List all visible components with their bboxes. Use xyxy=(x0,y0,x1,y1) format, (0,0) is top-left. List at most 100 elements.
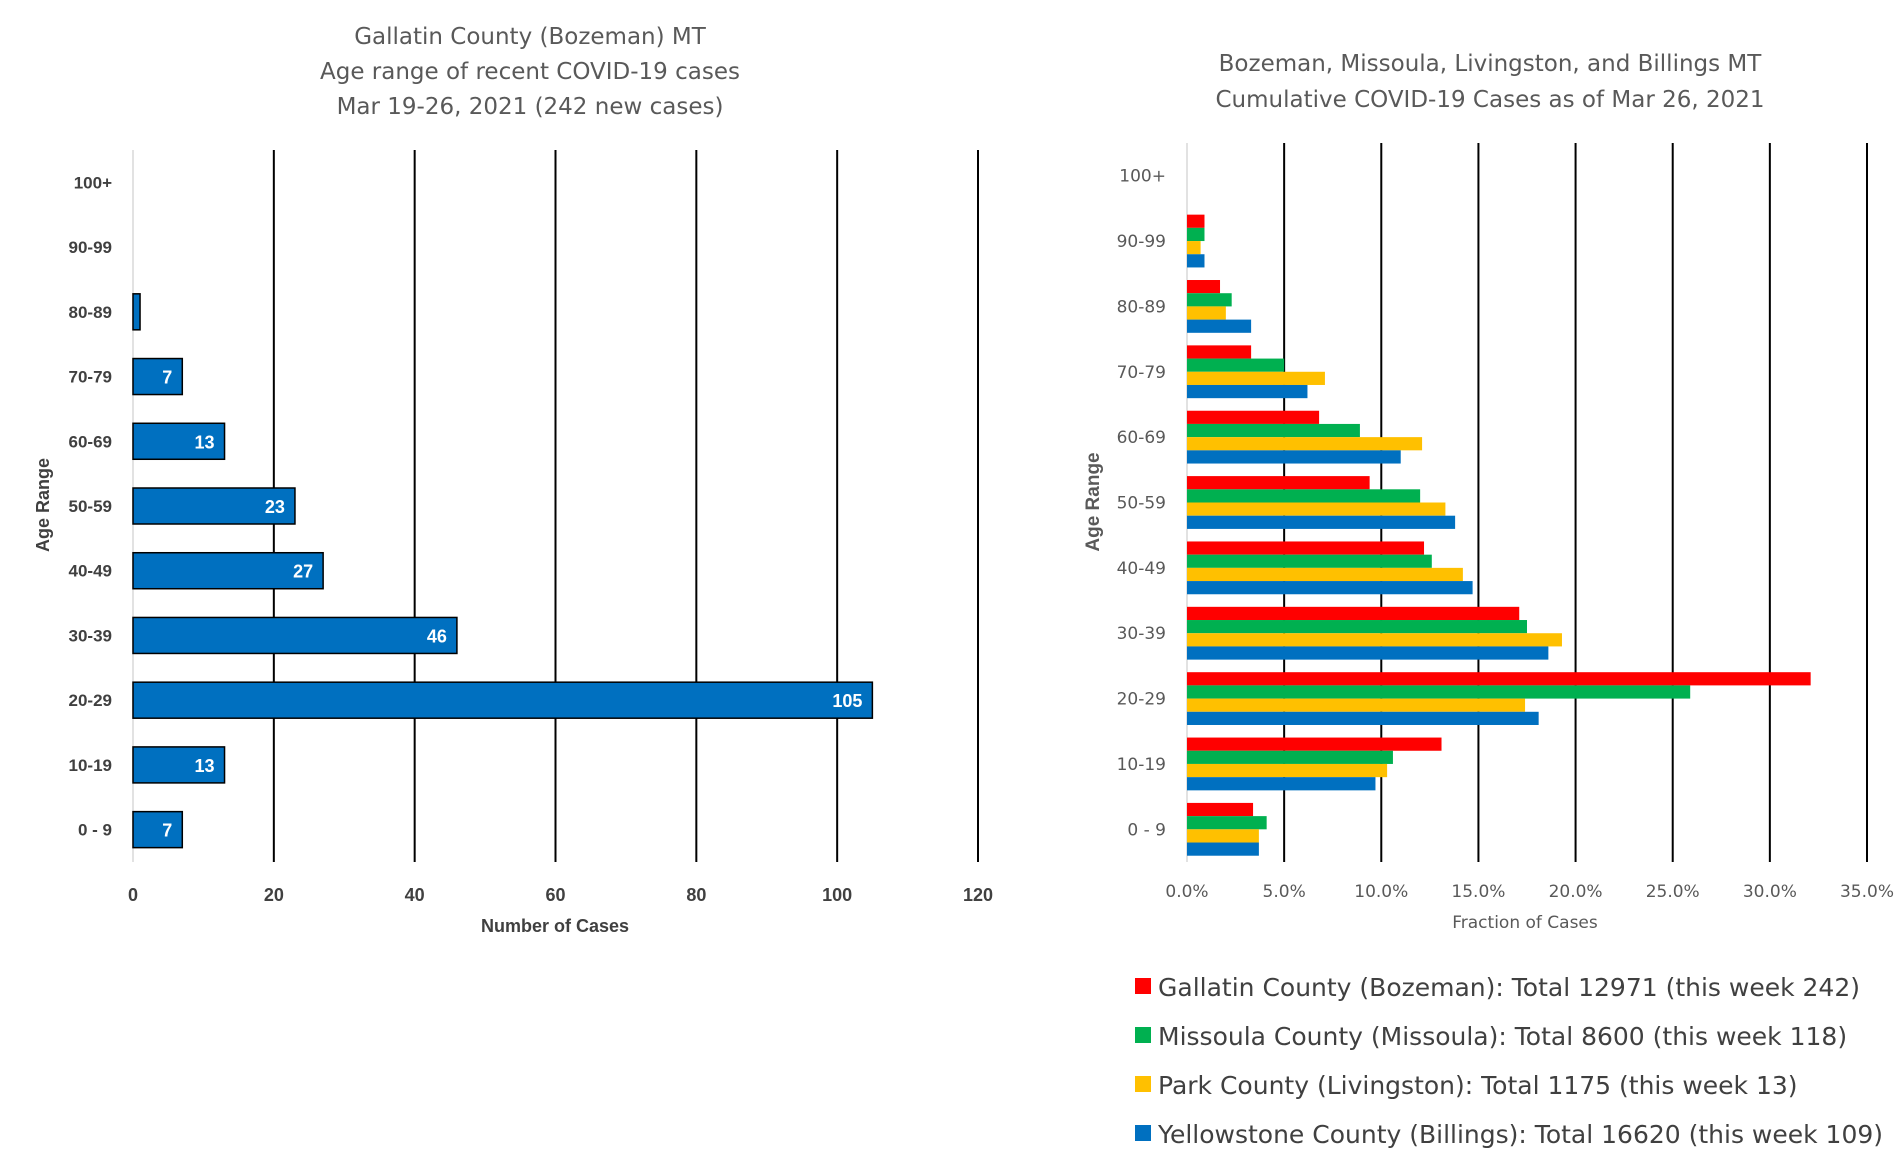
right-bar xyxy=(1187,319,1252,333)
right-bar xyxy=(1187,476,1370,490)
right-x-tick-label: 20.0% xyxy=(1549,882,1603,902)
right-bar xyxy=(1187,633,1562,647)
right-chart-title-line-2: Cumulative COVID-19 Cases as of Mar 26, … xyxy=(1215,87,1764,113)
right-bar xyxy=(1187,802,1254,817)
left-bar xyxy=(132,746,226,784)
right-category-label: 100+ xyxy=(1119,167,1166,187)
right-bar xyxy=(1187,423,1360,438)
right-x-axis-title: Fraction of Cases xyxy=(1452,913,1598,933)
legend-entry-label: Yellowstone County (Billings): Total 166… xyxy=(1157,1120,1883,1149)
right-bars xyxy=(1187,214,1811,856)
left-bar xyxy=(132,487,296,525)
left-x-tick-label: 120 xyxy=(963,885,993,905)
right-category-label: 50-59 xyxy=(1117,494,1166,514)
left-bar-data-label: 7 xyxy=(162,368,172,388)
right-bar xyxy=(1187,581,1473,595)
legend-swatch xyxy=(1135,1076,1151,1092)
right-category-label: 30-39 xyxy=(1117,624,1166,644)
right-bar xyxy=(1187,646,1549,660)
right-bar xyxy=(1187,763,1388,778)
right-category-label: 90-99 xyxy=(1117,232,1166,252)
left-category-labels: 100+ 90-99 80-89 70-79 60-69 50-59 40-49 30-39 2… xyxy=(69,173,113,839)
left-x-tick-label: 60 xyxy=(545,885,565,905)
right-bar xyxy=(1187,829,1259,843)
left-bar xyxy=(132,616,458,655)
left-tick-labels: 0 20 40 60 80 100 120 xyxy=(128,885,993,905)
right-bar xyxy=(1187,816,1267,830)
left-bar-data-label: 13 xyxy=(195,756,215,776)
right-bar xyxy=(1187,358,1285,372)
left-x-tick-label: 100 xyxy=(822,885,852,905)
left-x-tick-label: 0 xyxy=(128,885,138,905)
left-category-label: 60-69 xyxy=(69,432,112,451)
left-bar xyxy=(132,293,141,331)
left-bar-data-label: 7 xyxy=(162,821,172,841)
left-category-label: 100+ xyxy=(74,173,112,192)
right-bar xyxy=(1187,371,1325,385)
right-x-tick-label: 25.0% xyxy=(1646,882,1700,902)
right-bar xyxy=(1187,606,1520,621)
left-bar-data-label: 13 xyxy=(195,432,215,452)
right-x-tick-label: 10.0% xyxy=(1354,882,1408,902)
right-x-tick-label: 35.0% xyxy=(1840,882,1894,902)
left-category-label: 30-39 xyxy=(69,626,112,645)
right-bar xyxy=(1187,711,1539,725)
right-bar xyxy=(1187,450,1401,464)
right-bar xyxy=(1187,293,1232,307)
left-category-label: 70-79 xyxy=(69,368,112,387)
left-category-label: 50-59 xyxy=(69,497,112,516)
right-bar xyxy=(1187,502,1446,516)
right-y-axis-title: Age Range xyxy=(1083,452,1104,551)
left-category-label: 0 - 9 xyxy=(78,821,112,840)
right-x-tick-label: 30.0% xyxy=(1743,882,1797,902)
right-bar xyxy=(1187,777,1376,791)
right-bar xyxy=(1187,620,1527,634)
right-category-label: 80-89 xyxy=(1117,297,1166,317)
left-y-axis-title: Age Range xyxy=(33,458,53,552)
right-bar xyxy=(1187,227,1205,242)
right-bar xyxy=(1187,306,1226,320)
right-chart-title-line-1: Bozeman, Missoula, Livingston, and Billi… xyxy=(1219,51,1763,77)
right-bar xyxy=(1187,567,1463,582)
right-bar xyxy=(1187,737,1442,751)
legend-entry-label: Missoula County (Missoula): Total 8600 (… xyxy=(1158,1022,1847,1051)
right-chart: Bozeman, Missoula, Livingston, and Billi… xyxy=(1083,51,1894,1149)
left-bars: 7 13 23 27 46 105 13 7 xyxy=(132,293,874,849)
right-bar xyxy=(1187,750,1393,764)
left-category-label: 10-19 xyxy=(69,756,112,775)
left-chart-title-line-3: Mar 19-26, 2021 (242 new cases) xyxy=(337,94,724,120)
right-bar xyxy=(1187,554,1432,568)
right-x-tick-label: 15.0% xyxy=(1451,882,1505,902)
left-bar xyxy=(132,551,324,590)
right-bar xyxy=(1187,672,1811,686)
right-category-label: 70-79 xyxy=(1117,363,1166,383)
left-bar xyxy=(132,681,874,719)
left-bar-data-label: 23 xyxy=(265,497,285,517)
left-chart-title-line-2: Age range of recent COVID-19 cases xyxy=(320,59,740,85)
legend-entry-label: Gallatin County (Bozeman): Total 12971 (… xyxy=(1158,973,1860,1002)
left-bar-data-label: 27 xyxy=(293,562,313,582)
left-chart: Gallatin County (Bozeman) MT Age range o… xyxy=(33,24,993,936)
right-tick-labels: 0.0% 5.0% 10.0% 15.0% 20.0% 25.0% 30.0% 35.0% xyxy=(1165,882,1894,902)
right-bar xyxy=(1187,280,1221,294)
right-bar xyxy=(1187,410,1320,424)
right-bar xyxy=(1187,489,1421,503)
left-bar xyxy=(132,810,184,849)
legend-swatch xyxy=(1135,1125,1151,1141)
legend-swatch xyxy=(1135,1027,1151,1043)
legend-entry-label: Park County (Livingston): Total 1175 (th… xyxy=(1158,1071,1798,1100)
left-chart-title-line-1: Gallatin County (Bozeman) MT xyxy=(354,24,707,50)
right-bar xyxy=(1187,685,1691,699)
left-category-label: 80-89 xyxy=(69,303,112,322)
right-bar xyxy=(1187,437,1423,451)
right-x-tick-label: 0.0% xyxy=(1165,882,1208,902)
right-bar xyxy=(1187,541,1425,555)
left-x-tick-label: 20 xyxy=(264,885,284,905)
right-bar xyxy=(1187,698,1526,712)
left-category-label: 90-99 xyxy=(69,238,112,257)
legend-swatch xyxy=(1135,978,1151,994)
left-category-label: 20-29 xyxy=(69,691,112,710)
right-bar xyxy=(1187,384,1308,399)
right-bar xyxy=(1187,254,1205,268)
